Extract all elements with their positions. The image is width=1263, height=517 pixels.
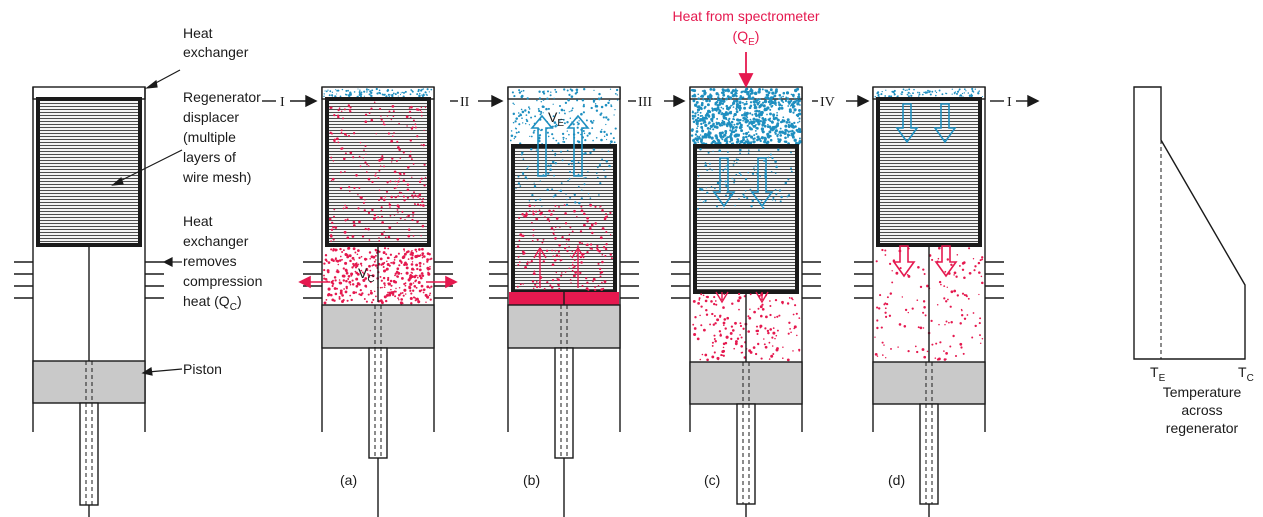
- gas-in-regenerator-b-bottom: [516, 203, 613, 292]
- piston-c: [689, 361, 803, 405]
- label-heat-exchanger-bottom: Heat exchanger removes compression heat …: [183, 213, 262, 313]
- step-label-iv: IV: [820, 95, 835, 110]
- stage-a: VC: [298, 86, 458, 517]
- stage-c: [671, 52, 821, 517]
- stage-d: [854, 86, 1004, 517]
- temperature-caption-2: across: [1181, 402, 1222, 418]
- step-arrows: [262, 94, 1040, 108]
- svg-text:exchanger: exchanger: [183, 233, 249, 249]
- caption-b: (b): [523, 472, 540, 488]
- caption-d: (d): [888, 472, 905, 488]
- flow-up-arrows-b: [530, 114, 590, 177]
- hot-gas-c: [692, 292, 801, 362]
- piston: [32, 360, 146, 404]
- stage-b: VE: [489, 86, 639, 517]
- regenerator-a: [325, 97, 431, 247]
- ve-label-b: VE: [548, 109, 564, 129]
- heat-source-label: Heat from spectrometer: [672, 8, 819, 24]
- step-label-i: I: [280, 95, 285, 110]
- svg-text:Heat: Heat: [183, 213, 213, 229]
- piston-rod: [79, 402, 99, 506]
- svg-text:displacer: displacer: [183, 109, 239, 125]
- cold-gas-a: [323, 87, 433, 99]
- label-piston: Piston: [183, 361, 222, 377]
- hot-gas-a: [323, 246, 433, 305]
- heat-in-arrow-c: [738, 52, 754, 89]
- gas-in-regenerator-b-top: [515, 148, 611, 207]
- temperature-caption-1: Temperature: [1163, 384, 1242, 400]
- hot-flow-b: [533, 246, 585, 288]
- svg-text:exchanger: exchanger: [183, 44, 249, 60]
- regenerator-displacer: [36, 97, 142, 247]
- step-label-iii: III: [638, 95, 652, 110]
- vc-label-a: VC: [358, 265, 375, 285]
- svg-text:wire mesh): wire mesh): [182, 169, 251, 185]
- cold-gas-c: [690, 87, 802, 146]
- gas-in-regenerator-a: [328, 101, 427, 242]
- step-label-ii: II: [460, 95, 470, 110]
- hot-flow-down-d: [892, 245, 958, 278]
- heat-source-qe: (QE): [733, 28, 760, 48]
- cold-gas-d: [874, 87, 983, 98]
- label-leaders: [111, 69, 183, 376]
- label-regenerator: Regenerator displacer (multiple layers o…: [182, 89, 261, 185]
- svg-text:heat (QC): heat (QC): [183, 293, 242, 313]
- caption-a: (a): [340, 472, 357, 488]
- piston-a: [321, 304, 435, 349]
- temperature-profile: [1133, 86, 1246, 360]
- label-heat-exchanger-top: Heat exchanger: [183, 25, 249, 60]
- svg-text:Regenerator: Regenerator: [183, 89, 261, 105]
- regenerator-c: [693, 144, 799, 294]
- reference-cylinder: [14, 86, 164, 517]
- svg-text:Heat: Heat: [183, 25, 213, 41]
- tc-label: TC: [1238, 364, 1254, 384]
- svg-text:removes: removes: [183, 253, 237, 269]
- regenerator-d: [876, 97, 982, 247]
- caption-c: (c): [704, 472, 720, 488]
- piston-b: [507, 304, 621, 349]
- heat-out-arrows-a: [298, 275, 458, 289]
- piston-d: [872, 361, 986, 405]
- svg-text:compression: compression: [183, 273, 262, 289]
- flow-down-arrows-c: [712, 157, 774, 208]
- flow-down-arrows-d: [895, 103, 957, 144]
- regenerator-b: [511, 144, 617, 294]
- heat-exchanger-fins: [14, 261, 164, 299]
- svg-text:layers of: layers of: [183, 149, 236, 165]
- te-label: TE: [1150, 364, 1166, 384]
- temperature-caption-3: regenerator: [1166, 420, 1239, 436]
- hot-gas-d: [874, 246, 984, 361]
- step-label-i-return: I: [1007, 95, 1012, 110]
- svg-text:(multiple: (multiple: [183, 129, 236, 145]
